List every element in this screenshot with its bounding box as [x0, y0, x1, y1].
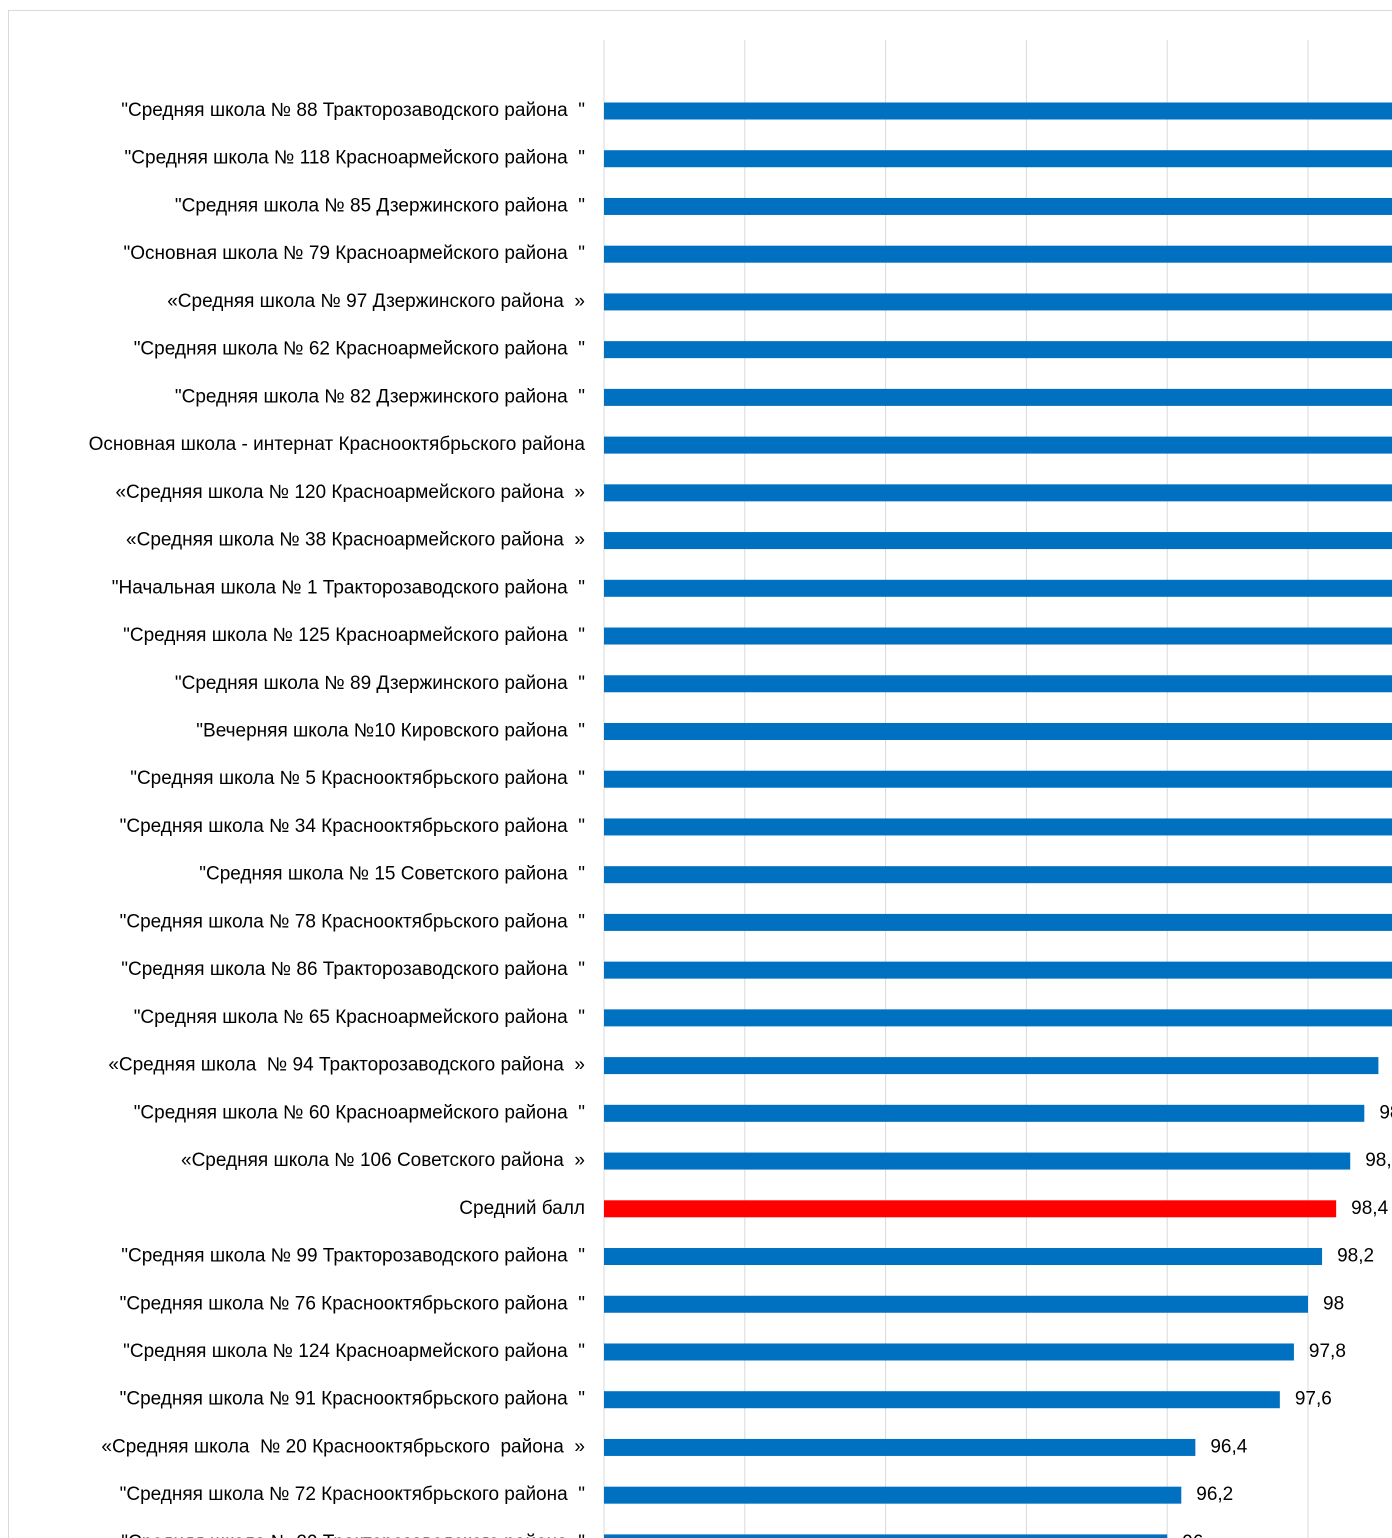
bar	[604, 1343, 1294, 1361]
bar	[604, 436, 1392, 454]
y-tick-label: "Средняя школа № 82 Дзержинского района …	[175, 386, 585, 407]
bar	[604, 102, 1392, 120]
y-tick-label: "Средняя школа № 125 Красноармейского ра…	[123, 625, 585, 646]
bar	[604, 770, 1392, 788]
data-label: 98,8	[1379, 1102, 1392, 1123]
y-tick-label: «Средняя школа № 97 Дзержинского района …	[167, 291, 585, 312]
y-tick-label: Средний балл	[459, 1198, 585, 1219]
y-tick-label: "Средняя школа № 85 Дзержинского района …	[175, 195, 585, 216]
y-tick-label: "Средняя школа № 62 Красноармейского рай…	[134, 339, 585, 360]
y-tick-label: "Основная школа № 79 Красноармейского ра…	[124, 243, 586, 264]
y-tick-label: "Средняя школа № 91 Краснооктябрьского р…	[120, 1389, 585, 1410]
chart-frame	[8, 10, 1392, 1538]
y-tick-label: "Средняя школа № 88 Тракторозаводского р…	[121, 100, 585, 121]
bar	[604, 150, 1392, 168]
y-tick-label: "Начальная школа № 1 Тракторозаводского …	[112, 577, 585, 598]
bar	[604, 1295, 1308, 1313]
data-label: 96,4	[1210, 1436, 1247, 1457]
y-tick-label: «Средняя школа № 20 Краснооктябрьского р…	[101, 1436, 585, 1457]
y-tick-label: "Средняя школа № 89 Дзержинского района …	[175, 673, 585, 694]
y-tick-label: "Средняя школа № 34 Краснооктябрьского р…	[120, 816, 585, 837]
data-label: 98	[1323, 1293, 1344, 1314]
y-tick-label: "Средняя школа № 65 Красноармейского рай…	[134, 1007, 585, 1028]
bar	[604, 245, 1392, 263]
data-label: 96	[1182, 1532, 1203, 1538]
data-label: 97,6	[1295, 1389, 1332, 1410]
y-tick-label: "Средняя школа № 29 Тракторозаводского р…	[121, 1532, 585, 1538]
bar	[604, 341, 1392, 359]
bar	[604, 1391, 1280, 1409]
bar	[604, 1534, 1168, 1538]
y-tick-label: "Вечерняя школа №10 Кировского района "	[196, 721, 585, 742]
y-tick-label: "Средняя школа № 15 Советского района "	[199, 864, 585, 885]
y-tick-label: "Средняя школа № 124 Красноармейского ра…	[123, 1341, 585, 1362]
bar	[604, 675, 1392, 693]
bar	[604, 627, 1392, 645]
y-tick-label: "Средняя школа № 76 Краснооктябрьского р…	[120, 1293, 585, 1314]
bar	[604, 388, 1392, 406]
y-tick-label: "Средняя школа № 5 Краснооктябрьского ра…	[130, 768, 585, 789]
bar	[604, 532, 1392, 550]
y-tick-label: "Средняя школа № 118 Красноармейского ра…	[125, 148, 585, 169]
bar	[604, 961, 1392, 979]
bar	[604, 1104, 1365, 1122]
y-tick-label: "Средняя школа № 72 Краснооктябрьского р…	[120, 1484, 585, 1505]
bar	[604, 1438, 1196, 1456]
bar	[604, 818, 1392, 836]
data-label: 98,2	[1337, 1246, 1374, 1267]
bar	[604, 722, 1392, 740]
data-label: 96,2	[1196, 1484, 1233, 1505]
bar	[604, 913, 1392, 931]
y-tick-label: "Средняя школа № 60 Красноармейского рай…	[134, 1102, 585, 1123]
bar	[604, 1009, 1392, 1027]
bar	[604, 484, 1392, 502]
bar	[604, 1057, 1379, 1075]
y-tick-label: «Средняя школа № 38 Красноармейского рай…	[126, 530, 585, 551]
bar	[604, 1248, 1323, 1266]
y-tick-label: "Средняя школа № 78 Краснооктябрьского р…	[120, 911, 585, 932]
data-label: 97,8	[1309, 1341, 1346, 1362]
y-tick-label: «Средняя школа № 94 Тракторозаводского р…	[108, 1055, 585, 1076]
bar	[604, 293, 1392, 311]
bar	[604, 579, 1392, 597]
bar	[604, 1152, 1351, 1170]
y-tick-label: "Средняя школа № 99 Тракторозаводского р…	[121, 1246, 585, 1267]
y-tick-label: «Средняя школа № 106 Советского района »	[181, 1150, 585, 1171]
data-label: 98,6	[1365, 1150, 1392, 1171]
bar	[604, 1200, 1337, 1218]
bar	[604, 197, 1392, 215]
y-tick-label: «Средняя школа № 120 Красноармейского ра…	[115, 482, 585, 503]
y-tick-label: "Средняя школа № 86 Тракторозаводского р…	[121, 959, 585, 980]
data-label: 98,4	[1351, 1198, 1388, 1219]
bar	[604, 866, 1392, 884]
y-tick-label: Основная школа - интернат Краснооктябрьс…	[89, 434, 586, 455]
bar	[604, 1486, 1182, 1504]
